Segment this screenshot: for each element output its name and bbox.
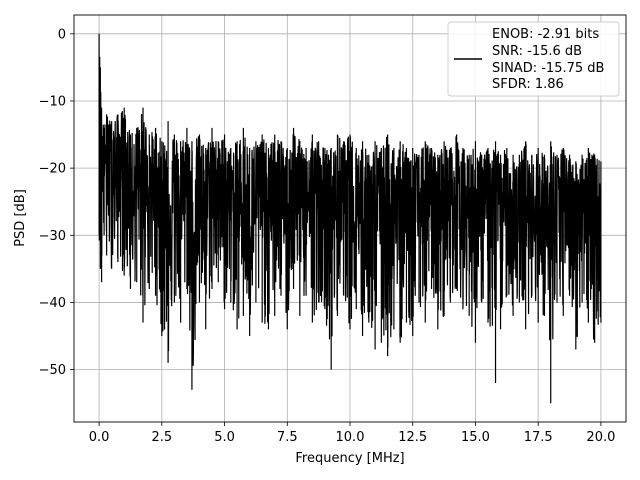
x-tick-label: 2.5: [151, 430, 172, 445]
x-tick-label: 20.0: [586, 430, 615, 445]
x-tick-label: 10.0: [336, 430, 365, 445]
x-tick-label: 7.5: [277, 430, 298, 445]
x-tick-label: 0.0: [89, 430, 110, 445]
y-tick-label: −20: [39, 162, 66, 177]
axis-ticks: 0.0 2.5 5.0 7.5 10.0 12.5 15.0 17.5 20.0 0 −10 −20 −…: [39, 27, 616, 445]
y-tick-label: −50: [39, 363, 66, 378]
x-axis-label: Frequency [MHz]: [295, 451, 404, 466]
legend-snr: SNR: -15.6 dB: [492, 44, 582, 59]
x-tick-label: 5.0: [214, 430, 235, 445]
y-tick-label: −10: [39, 94, 66, 109]
psd-series: [98, 33, 602, 404]
x-tick-label: 15.0: [461, 430, 490, 445]
legend-enob: ENOB: -2.91 bits: [492, 27, 599, 42]
legend: ENOB: -2.91 bits SNR: -15.6 dB SINAD: -1…: [447, 21, 620, 97]
y-tick-label: −40: [39, 296, 66, 311]
y-axis-label: PSD [dB]: [13, 189, 28, 247]
x-tick-label: 12.5: [398, 430, 427, 445]
legend-sinad: SINAD: -15.75 dB: [492, 61, 604, 76]
y-tick-label: −30: [39, 229, 66, 244]
x-tick-label: 17.5: [524, 430, 553, 445]
psd-line: [98, 33, 602, 404]
y-tick-label: 0: [58, 27, 66, 42]
legend-box: [447, 21, 620, 97]
legend-sfdr: SFDR: 1.86: [492, 77, 564, 92]
